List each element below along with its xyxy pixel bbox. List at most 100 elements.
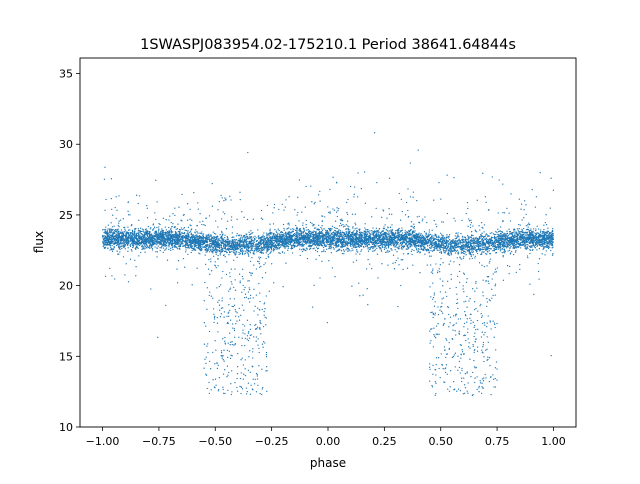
data-point: [435, 357, 438, 359]
data-point: [498, 179, 500, 181]
data-point: [223, 311, 226, 313]
data-point: [480, 312, 482, 315]
data-point: [254, 247, 256, 250]
data-point: [466, 295, 468, 298]
data-point: [433, 219, 435, 222]
data-point: [529, 283, 531, 285]
data-point: [345, 249, 347, 251]
data-point: [162, 217, 164, 219]
data-point: [320, 226, 322, 229]
data-point: [487, 280, 489, 282]
data-point: [315, 233, 317, 235]
data-point: [475, 251, 478, 253]
data-point: [103, 228, 105, 231]
data-point: [221, 277, 223, 279]
data-point: [256, 328, 258, 330]
data-point: [507, 250, 509, 252]
data-point: [352, 249, 354, 251]
data-point: [249, 294, 252, 296]
data-point: [454, 247, 457, 249]
data-point: [185, 249, 187, 251]
data-point: [483, 238, 485, 240]
data-point: [168, 248, 170, 251]
data-point: [501, 248, 504, 250]
data-point: [241, 388, 244, 390]
data-point: [231, 250, 233, 253]
data-point: [222, 254, 225, 257]
data-point: [375, 227, 378, 229]
data-point: [549, 236, 552, 239]
data-point: [458, 332, 460, 334]
data-point: [544, 243, 546, 245]
data-point: [279, 252, 281, 255]
data-point: [490, 328, 492, 330]
data-point: [367, 248, 369, 250]
data-point: [403, 240, 405, 242]
data-point: [462, 288, 464, 290]
data-point: [358, 282, 360, 284]
data-point: [473, 335, 475, 338]
data-point: [550, 231, 552, 234]
data-point: [424, 253, 426, 255]
data-point: [501, 251, 503, 254]
data-point: [306, 234, 308, 237]
data-point: [335, 227, 337, 229]
data-point: [462, 242, 464, 244]
data-point: [396, 251, 398, 253]
data-point: [236, 312, 238, 314]
data-point: [462, 272, 465, 274]
data-point: [247, 339, 250, 342]
data-point: [345, 238, 348, 240]
data-point: [271, 242, 274, 244]
data-point: [114, 278, 116, 280]
data-point: [372, 250, 374, 252]
data-point: [472, 254, 474, 256]
data-point: [482, 341, 485, 344]
data-point: [491, 232, 493, 234]
data-point: [158, 228, 160, 230]
data-point: [472, 343, 474, 346]
data-point: [369, 230, 371, 232]
data-point: [208, 294, 210, 297]
data-point: [334, 275, 336, 278]
data-point: [519, 231, 521, 233]
data-point: [482, 346, 484, 348]
data-point: [338, 229, 340, 231]
data-point: [321, 229, 324, 231]
data-point: [306, 257, 309, 260]
data-point: [209, 251, 211, 253]
data-point: [205, 374, 208, 376]
data-point: [195, 229, 197, 231]
data-point: [255, 294, 258, 296]
data-point: [505, 243, 507, 246]
data-point: [383, 226, 385, 228]
data-point: [338, 234, 340, 237]
data-point: [215, 384, 217, 386]
data-point: [352, 246, 355, 248]
data-point: [472, 250, 474, 252]
data-point: [443, 251, 445, 253]
data-point: [205, 373, 207, 375]
data-point: [259, 256, 262, 259]
data-point: [360, 187, 363, 190]
data-point: [282, 286, 284, 288]
data-point: [495, 361, 498, 363]
data-point: [434, 314, 436, 316]
data-point: [453, 240, 455, 242]
data-point: [143, 232, 146, 235]
data-point: [299, 248, 301, 250]
data-point: [253, 310, 255, 312]
data-point: [463, 353, 465, 356]
data-point: [475, 328, 477, 331]
data-point: [137, 228, 140, 230]
data-point: [288, 196, 290, 198]
data-point: [205, 251, 207, 253]
data-point: [246, 237, 249, 240]
data-point: [329, 212, 331, 214]
data-point: [545, 224, 548, 226]
data-point: [334, 234, 336, 236]
data-point: [398, 229, 400, 232]
data-point: [449, 370, 452, 372]
data-point: [170, 221, 172, 224]
data-point: [335, 181, 338, 184]
